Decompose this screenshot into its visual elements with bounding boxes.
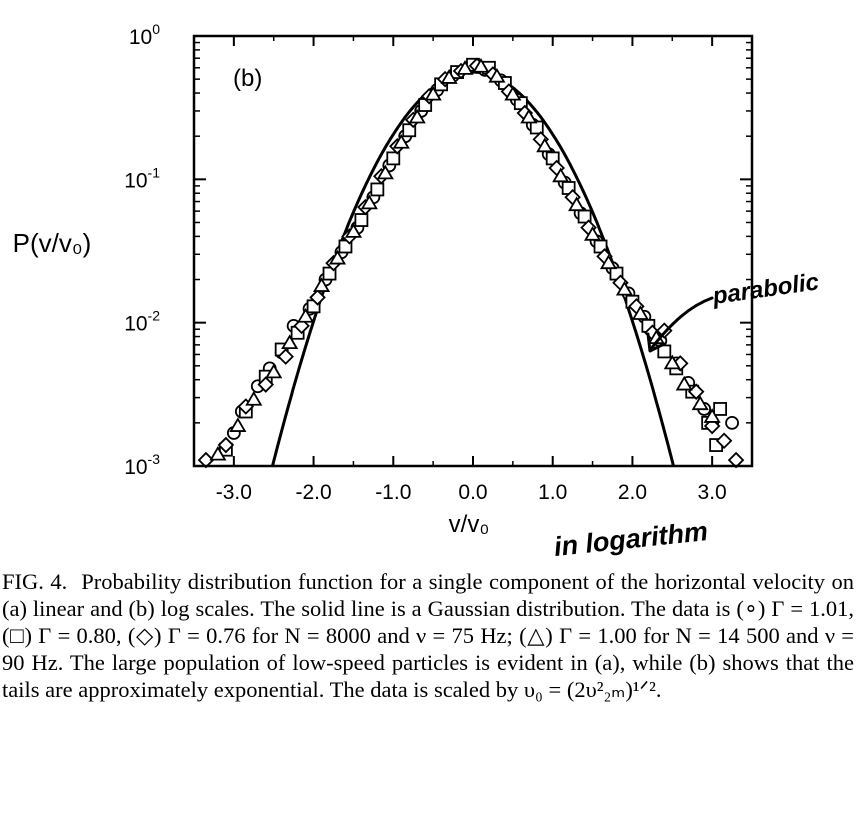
- marker-triangle: [265, 363, 283, 379]
- marker-triangle: [440, 69, 458, 84]
- marker-triangle: [504, 85, 522, 101]
- y-tick-label: 10-3: [124, 451, 160, 479]
- chart: 100 10-1 10-2 10-3 P(v/v₀) -3.0 -2.0 -1.0 0.0 1…: [13, 21, 821, 560]
- y-tick-labels: 100 10-1 10-2 10-3: [124, 21, 160, 479]
- marker-triangle: [344, 223, 362, 238]
- figure-caption: FIG. 4. Probability distribution function…: [2, 568, 854, 703]
- marker-triangle: [392, 133, 410, 149]
- marker-diamond: [309, 289, 326, 306]
- marker-square: [370, 182, 385, 197]
- marker-square: [529, 120, 544, 135]
- marker-triangle: [520, 108, 538, 124]
- x-tick-label: -1.0: [375, 481, 411, 504]
- x-tick-labels: -3.0 -2.0 -1.0 0.0 1.0 2.0 3.0: [216, 481, 727, 504]
- marker-triangle: [456, 60, 474, 75]
- marker-diamond: [257, 376, 275, 393]
- marker-triangle: [488, 67, 506, 83]
- marker-diamond: [277, 348, 294, 365]
- y-tick-label: 10-1: [124, 164, 160, 192]
- marker-triangle: [691, 395, 709, 411]
- marker-circle: [725, 415, 739, 430]
- marker-triangle: [584, 226, 602, 241]
- marker-triangle: [472, 57, 490, 73]
- x-tick-label: 2.0: [618, 481, 647, 504]
- caption-label: FIG. 4.: [2, 569, 68, 594]
- marker-triangle: [663, 354, 681, 370]
- marker-square: [386, 151, 401, 166]
- marker-triangle: [245, 390, 263, 406]
- x-tick-label: 3.0: [698, 481, 727, 504]
- marker-square: [354, 213, 369, 227]
- marker-triangle: [424, 85, 442, 101]
- caption-text: Probability distribution function for a …: [2, 569, 854, 702]
- marker-triangle: [328, 249, 347, 265]
- marker-triangle: [229, 417, 247, 432]
- annotation-parabolic: parabolic: [710, 268, 820, 310]
- x-axis-label: v/v₀: [449, 511, 490, 538]
- x-tick-label: 1.0: [538, 481, 567, 504]
- marker-triangle: [209, 445, 227, 461]
- marker-triangle: [360, 194, 378, 210]
- marker-triangle: [552, 167, 570, 183]
- marker-triangle: [615, 280, 634, 296]
- annotation-arrow: [648, 296, 714, 352]
- y-axis-label: P(v/v₀): [13, 228, 92, 258]
- data-markers: [197, 57, 745, 469]
- marker-triangle: [675, 375, 693, 391]
- x-tick-label: -3.0: [216, 481, 252, 504]
- marker-triangle: [599, 254, 618, 270]
- marker-triangle: [281, 334, 299, 350]
- marker-square: [322, 266, 337, 281]
- annotation-logarithm: in logarithm: [552, 516, 709, 560]
- y-tick-label: 100: [129, 21, 160, 49]
- marker-triangle: [631, 305, 649, 320]
- marker-triangle: [376, 164, 394, 180]
- y-tick-label: 10-2: [124, 308, 160, 336]
- x-tick-marks: [193, 36, 753, 466]
- marker-triangle: [536, 137, 554, 153]
- plot-frame: [192, 34, 754, 468]
- y-tick-marks: [194, 35, 752, 467]
- marker-triangle: [297, 307, 315, 323]
- marker-triangle: [312, 277, 331, 292]
- marker-diamond: [217, 436, 235, 454]
- marker-square: [713, 402, 728, 416]
- x-tick-label: -2.0: [295, 481, 331, 504]
- marker-triangle: [703, 408, 721, 423]
- x-tick-label: 0.0: [458, 481, 487, 504]
- marker-triangle: [568, 196, 586, 212]
- panel-label: (b): [233, 65, 262, 92]
- marker-triangle: [408, 108, 426, 124]
- marker-diamond: [715, 432, 733, 450]
- annotation-arrowhead: [646, 332, 666, 353]
- marker-square: [402, 123, 417, 138]
